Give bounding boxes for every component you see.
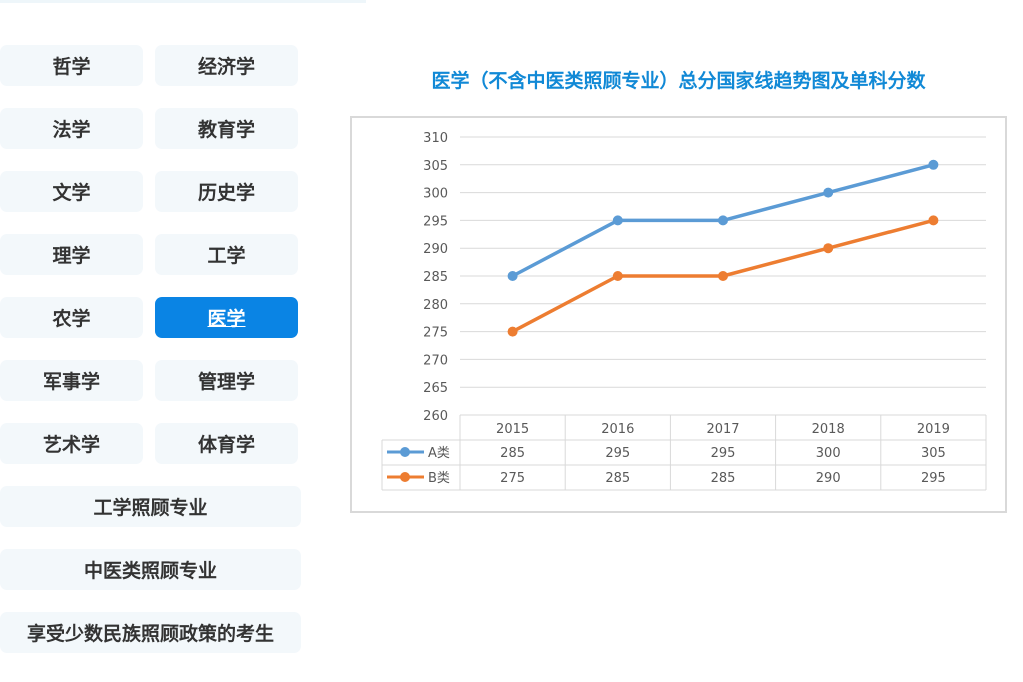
discipline-button[interactable]: 管理学: [155, 360, 298, 401]
special-category-button[interactable]: 工学照顾专业: [0, 486, 301, 527]
table-cell: 300: [816, 446, 841, 461]
x-category-label: 2019: [917, 422, 950, 437]
x-category-label: 2015: [496, 422, 529, 437]
y-tick-label: 290: [423, 242, 448, 257]
table-cell: 290: [816, 471, 841, 486]
data-point: [823, 187, 834, 198]
table-cell: 285: [500, 446, 525, 461]
y-tick-label: 260: [423, 409, 448, 424]
table-cell: 305: [921, 446, 946, 461]
chart-title: 医学（不含中医类照顾专业）总分国家线趋势图及单科分数: [431, 70, 926, 92]
data-point: [823, 243, 834, 254]
legend-marker: [400, 447, 410, 457]
discipline-button[interactable]: 理学: [0, 234, 143, 275]
discipline-button[interactable]: 体育学: [155, 423, 298, 464]
data-point: [928, 159, 939, 170]
discipline-button[interactable]: 农学: [0, 297, 143, 338]
table-cell: 285: [711, 471, 736, 486]
discipline-button[interactable]: 经济学: [155, 45, 298, 86]
data-point: [718, 271, 728, 281]
x-category-label: 2017: [706, 422, 739, 437]
y-tick-label: 270: [423, 353, 448, 368]
y-tick-label: 285: [423, 270, 448, 285]
discipline-button[interactable]: 工学: [155, 234, 298, 275]
special-category-button[interactable]: 享受少数民族照顾政策的考生: [0, 612, 301, 653]
data-point: [507, 326, 518, 337]
y-tick-label: 265: [423, 381, 448, 396]
y-tick-label: 305: [423, 159, 448, 174]
top-divider: [0, 0, 366, 3]
discipline-button[interactable]: 法学: [0, 108, 143, 149]
data-point: [718, 215, 728, 226]
data-point: [612, 215, 623, 226]
x-category-label: 2016: [601, 422, 634, 437]
legend-marker: [400, 472, 410, 482]
y-tick-label: 310: [423, 131, 448, 146]
table-cell: 295: [605, 446, 630, 461]
legend-label: A类: [428, 446, 450, 461]
chart-canvas: 260 265 270 275 280 285 290 295 300 305 310 2015 201…: [381, 131, 987, 491]
discipline-button[interactable]: 历史学: [155, 171, 298, 212]
table-cell: 295: [921, 471, 946, 486]
line-chart: 260 265 270 275 280 285 290 295 300 305 310 2015 201…: [350, 116, 1007, 513]
discipline-button[interactable]: 哲学: [0, 45, 143, 86]
data-point: [612, 271, 623, 281]
table-cell: 285: [605, 471, 630, 486]
data-point: [928, 215, 939, 226]
table-cell: 295: [711, 446, 736, 461]
discipline-button[interactable]: 艺术学: [0, 423, 143, 464]
x-category-label: 2018: [812, 422, 845, 437]
special-category-button[interactable]: 中医类照顾专业: [0, 549, 301, 590]
data-point: [507, 271, 518, 281]
discipline-button[interactable]: 军事学: [0, 360, 143, 401]
y-tick-label: 300: [423, 187, 448, 202]
y-tick-label: 275: [423, 326, 448, 341]
discipline-button[interactable]: 医学: [155, 297, 298, 338]
y-tick-label: 280: [423, 298, 448, 313]
y-tick-label: 295: [423, 214, 448, 229]
table-cell: 275: [500, 471, 525, 486]
discipline-button[interactable]: 文学: [0, 171, 143, 212]
discipline-button[interactable]: 教育学: [155, 108, 298, 149]
legend-label: B类: [428, 471, 450, 486]
